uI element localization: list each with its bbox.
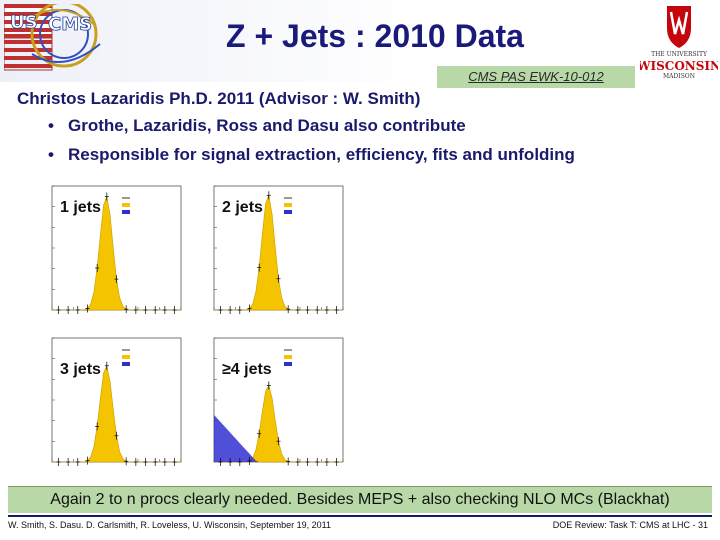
histogram-2-jets [198,178,353,328]
footer-credits: W. Smith, S. Dasu. D. Carlsmith, R. Love… [8,520,331,530]
plot-label-3-jets: 3 jets [60,361,101,378]
author-line: Christos Lazaridis Ph.D. 2011 (Advisor :… [17,89,421,108]
histogram-3-jets [36,330,191,480]
legend-signal-swatch [122,203,130,207]
svg-text:US: US [10,12,38,33]
bullet-dot-icon: • [48,116,54,135]
bullet-dot-icon: • [48,145,54,164]
summary-banner: Again 2 to n procs clearly needed. Besid… [8,486,712,513]
signal-histogram [52,364,181,463]
legend-signal-swatch [122,355,130,359]
bullet-text: Grothe, Lazaridis, Ross and Dasu also co… [68,116,466,135]
legend-background-swatch [122,362,130,366]
footer-divider [8,515,712,517]
histogram-4-jets [198,330,353,480]
histogram-svg [51,337,182,466]
pas-reference-link[interactable]: CMS PAS EWK-10-012 [437,66,635,88]
bullet-text: Responsible for signal extraction, effic… [68,145,575,164]
histogram-svg [213,185,344,314]
signal-histogram [52,195,181,311]
us-cms-logo: US CMS [4,4,101,71]
bullet-item: • Responsible for signal extraction, effi… [48,145,575,174]
svg-text:CMS: CMS [48,14,92,35]
legend-background-swatch [284,362,292,366]
bullet-item: • Grothe, Lazaridis, Ross and Dasu also c… [48,116,575,145]
signal-histogram [214,194,343,311]
footer-page-info: DOE Review: Task T: CMS at LHC - 31 [552,520,708,530]
university-of-wisconsin-madison-logo: THE UNIVERSITY WISCONSIN MADISON [640,6,718,80]
legend-background-swatch [122,210,130,214]
background-histogram [214,414,343,462]
svg-text:THE UNIVERSITY: THE UNIVERSITY [651,51,708,58]
legend-signal-swatch [284,203,292,207]
histogram-svg [213,337,344,466]
legend-signal-swatch [284,355,292,359]
slide-title: Z + Jets : 2010 Data [226,18,524,54]
plot-label-1-jets: 1 jets [60,199,101,216]
bullet-list: • Grothe, Lazaridis, Ross and Dasu also c… [48,116,575,174]
plot-label-2-jets: 2 jets [222,199,263,216]
svg-text:WISCONSIN: WISCONSIN [640,59,718,73]
svg-text:MADISON: MADISON [663,73,695,80]
histogram-1-jets [36,178,191,328]
histogram-svg [51,185,182,314]
legend-background-swatch [284,210,292,214]
plot-label-4-jets: ≥4 jets [222,361,272,378]
